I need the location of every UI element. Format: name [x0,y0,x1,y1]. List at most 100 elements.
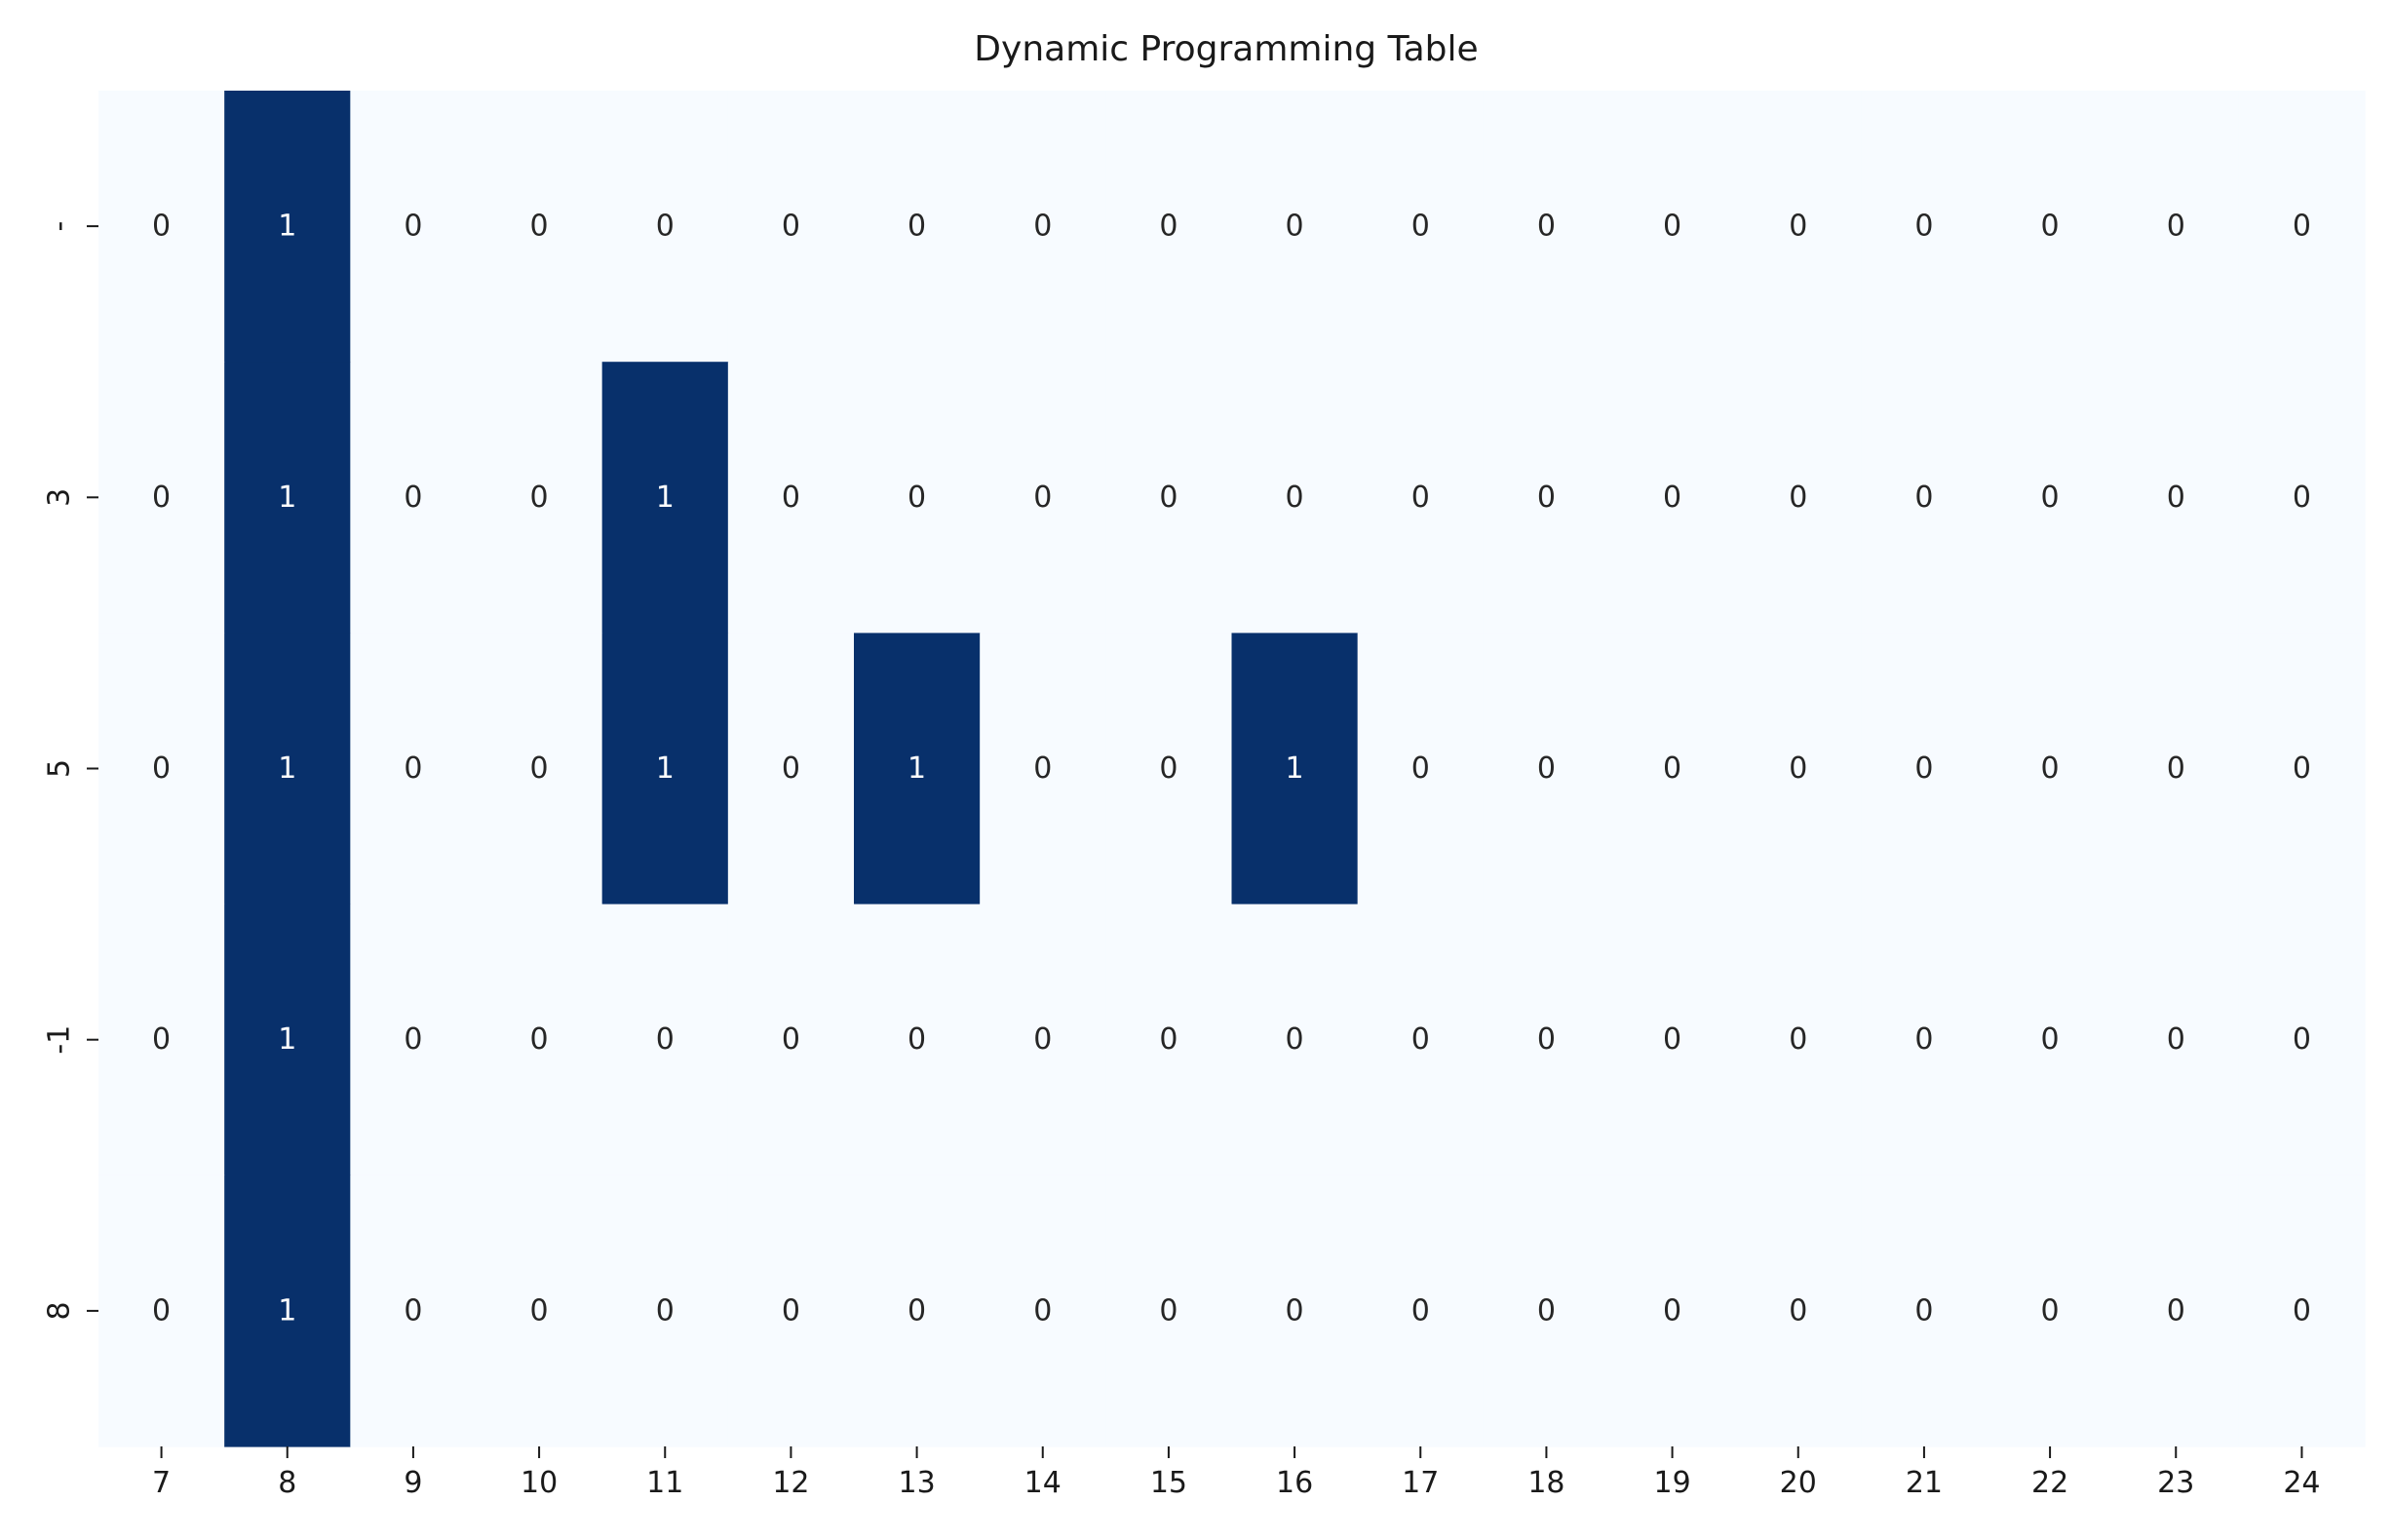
cell-value-label: 0 [1663,1293,1681,1328]
heatmap-cell [854,91,981,363]
heatmap-cell [2238,904,2366,1176]
heatmap-cell [601,1174,729,1447]
cell-value-label: 1 [656,481,675,515]
cell-value-label: 0 [1914,481,1933,515]
cell-value-label: 1 [907,751,926,786]
heatmap-cell [1735,362,1862,634]
heatmap-cells [98,91,2366,1447]
cell-value-label: 0 [404,210,422,244]
cell-value-label: 0 [530,1293,549,1328]
heatmap-cell [601,633,729,905]
cell-value-label: 0 [1159,210,1178,244]
heatmap-cell [2238,633,2366,905]
heatmap-cell [1483,91,1610,363]
cell-value-label: 0 [152,1022,171,1057]
heatmap-cell [1609,633,1736,905]
heatmap-cell [1357,904,1485,1176]
cell-value-label: 0 [1286,1022,1304,1057]
heatmap-cell [1609,1174,1736,1447]
heatmap-cell [854,633,981,905]
heatmap-cell [1987,91,2114,363]
heatmap-cell [980,362,1106,634]
cell-value-label: 0 [1914,751,1933,786]
cell-value-label: 0 [1789,481,1807,515]
heatmap-cell [350,362,478,634]
chart-title: Dynamic Programming Table [974,29,1478,69]
heatmap-cell [854,362,981,634]
cell-value-label: 0 [1663,210,1681,244]
heatmap-cell [727,362,855,634]
cell-value-label: 0 [2041,1293,2060,1328]
heatmap-cell [224,362,351,634]
cell-value-label: 0 [1663,751,1681,786]
x-tick-label: 13 [898,1466,935,1500]
x-tick-label: 12 [772,1466,809,1500]
heatmap-cell [727,1174,855,1447]
cell-value-label: 0 [2293,210,2311,244]
heatmap-cell [2112,91,2240,363]
y-tick-label: -1 [43,1025,77,1055]
x-tick-label: 14 [1024,1466,1062,1500]
x-tick-label: 8 [278,1466,296,1500]
x-tick-label: 21 [1906,1466,1943,1500]
x-tick-label: 7 [152,1466,171,1500]
cell-value-label: 0 [2041,751,2060,786]
x-tick-label: 24 [2283,1466,2320,1500]
x-tick-label: 11 [646,1466,683,1500]
heatmap-cell [2238,362,2366,634]
heatmap-cell [980,1174,1106,1447]
cell-value-label: 0 [1411,210,1430,244]
heatmap-cell [98,633,225,905]
heatmap-cell [224,904,351,1176]
heatmap-cell [476,91,603,363]
heatmap-cell [1483,362,1610,634]
cell-value-label: 0 [1914,210,1933,244]
heatmap-cell [601,91,729,363]
cell-value-label: 0 [1914,1293,1933,1328]
cell-value-label: 0 [1789,210,1807,244]
cell-value-label: 0 [152,210,171,244]
heatmap-cell [1105,91,1233,363]
heatmap-cell [980,904,1106,1176]
heatmap-cell [854,904,981,1176]
heatmap-cell [1105,904,1233,1176]
heatmap-cell [476,362,603,634]
cell-value-label: 0 [1789,1022,1807,1057]
heatmap-cell [1609,904,1736,1176]
heatmap-cell [980,91,1106,363]
heatmap-cell [350,904,478,1176]
cell-value-label: 0 [1411,751,1430,786]
heatmap-cell [1105,633,1233,905]
cell-value-label: 0 [1286,481,1304,515]
cell-value-label: 0 [1663,1022,1681,1057]
cell-value-label: 0 [656,1293,675,1328]
cell-value-label: 0 [2041,210,2060,244]
heatmap-cell [2112,904,2240,1176]
heatmap-cell [98,904,225,1176]
cell-value-label: 0 [152,1293,171,1328]
heatmap-cell [1609,91,1736,363]
x-tick-label: 22 [2031,1466,2068,1500]
cell-value-label: 0 [1537,210,1556,244]
cell-value-label: 0 [2167,210,2185,244]
heatmap-cell [1231,904,1359,1176]
x-tick-label: 16 [1276,1466,1313,1500]
heatmap-cell [1231,362,1359,634]
heatmap-cell-labels: 0 1 0 0 0 0 0 0 0 0 0 0 0 0 0 0 0 0 0 1 0 0 1 0 0 0 0 0 0 0 0 0 0 0 0 0 0 1 0 0… [152,210,2311,1328]
cell-value-label: 0 [1286,210,1304,244]
cell-value-label: 0 [1286,1293,1304,1328]
cell-value-label: 0 [2167,751,2185,786]
cell-value-label: 0 [907,1293,926,1328]
cell-value-label: 0 [2293,481,2311,515]
cell-value-label: 0 [782,751,800,786]
cell-value-label: 0 [1537,481,1556,515]
cell-value-label: 0 [2167,1022,2185,1057]
cell-value-label: 0 [152,751,171,786]
heatmap-cell [476,904,603,1176]
cell-value-label: 0 [1033,481,1052,515]
heatmap-cell [1861,633,1989,905]
x-tick-label: 17 [1402,1466,1439,1500]
cell-value-label: 0 [530,210,549,244]
x-tick-label: 10 [521,1466,558,1500]
